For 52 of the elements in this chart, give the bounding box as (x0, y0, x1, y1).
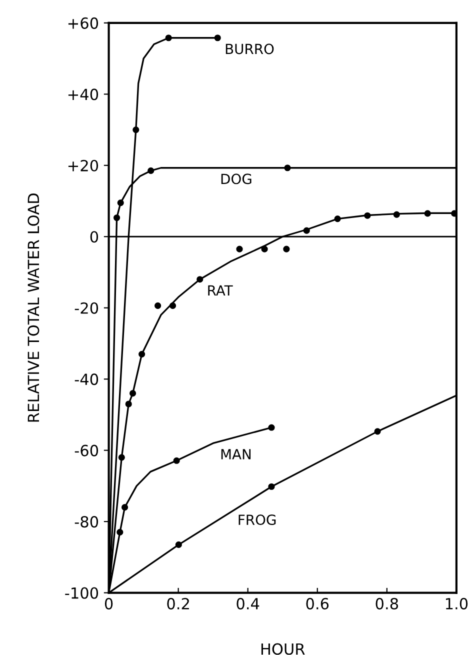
point (138, 350, 146, 358)
point (113, 214, 120, 222)
x-tick-label: 0.4 (236, 598, 260, 610)
y-tick-label: -100 (65, 587, 98, 599)
annotation: BURRO (226, 44, 274, 54)
point (175, 541, 182, 548)
point (374, 428, 381, 435)
y-tick-label: -60 (74, 444, 98, 456)
point (148, 167, 154, 174)
point (236, 246, 243, 252)
annotation: RAT (208, 285, 233, 296)
x-tick-label: 0.8 (376, 598, 398, 610)
point (165, 34, 172, 42)
point (268, 483, 275, 490)
point (118, 454, 125, 461)
point (393, 211, 400, 218)
point (121, 504, 128, 511)
x-tick-label: 0 (104, 598, 113, 610)
y-tick-label: -80 (74, 516, 98, 528)
point (169, 302, 176, 310)
point (261, 246, 268, 252)
y-axis-title: RELATIVE TOTAL WATER LOAD (28, 194, 40, 422)
x-tick-label: 1.0 (446, 598, 468, 610)
point (132, 126, 140, 134)
annotation: MAN (221, 449, 251, 460)
y-tick-label: +40 (68, 88, 98, 100)
point (125, 400, 132, 408)
point (117, 199, 124, 206)
point (303, 227, 310, 234)
point (424, 210, 431, 217)
point (268, 424, 275, 431)
annotation: DOG (221, 174, 252, 184)
y-tick-label: 0 (90, 231, 98, 243)
point (364, 212, 371, 219)
x-tick-label: 0.2 (167, 598, 189, 610)
y-tick-label: -20 (74, 302, 98, 314)
y-tick-label: +60 (68, 17, 98, 29)
point (451, 210, 456, 217)
point (214, 34, 221, 42)
point (116, 528, 124, 536)
point (129, 390, 136, 397)
point (154, 302, 162, 310)
x-axis-title: HOUR (261, 643, 305, 655)
point (173, 457, 180, 464)
x-tick-label: 0.6 (306, 598, 329, 610)
y-tick-label: -40 (74, 374, 98, 386)
annotation: FROG (238, 514, 276, 526)
point (284, 164, 291, 172)
point (196, 276, 204, 283)
point (334, 216, 341, 222)
point (283, 246, 290, 252)
y-tick-label: +20 (68, 160, 98, 172)
